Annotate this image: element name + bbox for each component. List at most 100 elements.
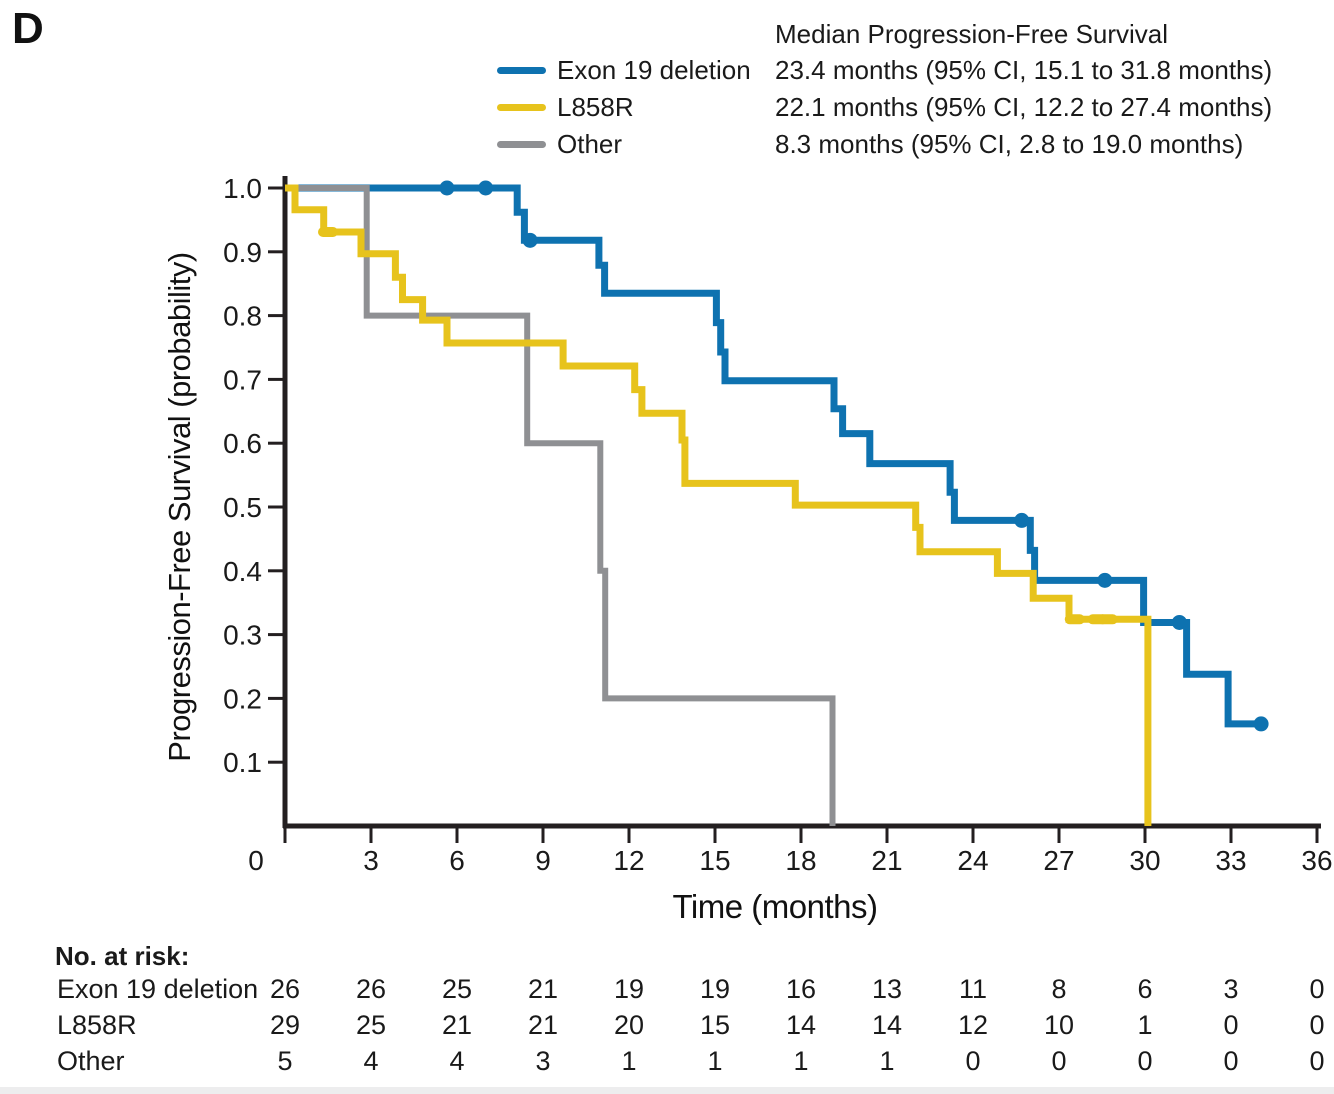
risk-value: 21 xyxy=(527,974,559,1004)
x-tick-label: 6 xyxy=(449,845,465,876)
x-tick-label: 12 xyxy=(613,845,644,876)
x-axis-title: Time (months) xyxy=(673,888,878,925)
y-axis-title: Progression-Free Survival (probability) xyxy=(162,252,197,761)
curve-l858r xyxy=(285,184,1152,826)
risk-value: 10 xyxy=(1043,1010,1075,1040)
legend-swatch-exon19 xyxy=(497,67,546,74)
censor-mark-exon19 xyxy=(478,180,494,196)
risk-value: 6 xyxy=(1137,974,1153,1004)
y-tick-label: 0.2 xyxy=(223,683,262,714)
risk-value: 5 xyxy=(277,1046,293,1076)
legend-item-exon19: Exon 19 deletion xyxy=(497,55,751,85)
risk-value: 1 xyxy=(879,1046,895,1076)
legend-median-header: Median Progression-Free Survival xyxy=(775,19,1169,49)
risk-value: 26 xyxy=(355,974,387,1004)
risk-value: 1 xyxy=(621,1046,637,1076)
risk-value: 14 xyxy=(871,1010,903,1040)
y-tick-label: 0.5 xyxy=(223,492,262,523)
legend-swatch-l858r xyxy=(497,104,546,111)
y-tick-label: 1.0 xyxy=(223,173,262,204)
bottom-strip xyxy=(0,1087,1334,1094)
legend-label: Exon 19 deletion xyxy=(557,55,751,85)
risk-value: 12 xyxy=(957,1010,989,1040)
legend-label: L858R xyxy=(557,92,634,122)
risk-value: 11 xyxy=(958,974,988,1004)
y-tick-label: 0.7 xyxy=(223,364,262,395)
legend-swatch-other xyxy=(497,140,546,148)
censor-mark-exon19 xyxy=(1014,512,1030,528)
risk-value: 0 xyxy=(1051,1046,1067,1076)
risk-value: 25 xyxy=(441,974,473,1004)
censor-marks xyxy=(318,180,1269,732)
censor-mark-exon19 xyxy=(522,232,538,248)
x-tick-label: 36 xyxy=(1301,845,1332,876)
panel-letter: D xyxy=(12,4,44,53)
risk-table-title: No. at risk: xyxy=(55,941,190,971)
x-tick-label: 18 xyxy=(785,845,816,876)
legend-label: Other xyxy=(557,128,623,159)
y-tick-label: 0.8 xyxy=(223,301,262,332)
censor-mark-l858r xyxy=(318,227,338,238)
risk-value: 13 xyxy=(871,974,903,1004)
risk-row-label: Other xyxy=(57,1046,125,1076)
x-tick-label: 33 xyxy=(1215,845,1246,876)
median-value: 22.1 months (95% CI, 12.2 to 27.4 months… xyxy=(775,92,1273,122)
risk-value: 3 xyxy=(535,1046,551,1076)
x-tick-label: 21 xyxy=(871,845,902,876)
y-tick-label: 0.1 xyxy=(223,747,262,778)
legend-item-other: Other xyxy=(497,128,623,159)
x-tick-label: 24 xyxy=(957,845,988,876)
risk-value: 16 xyxy=(785,974,817,1004)
y-tick-label: 0.3 xyxy=(223,620,262,651)
risk-value: 19 xyxy=(613,974,645,1004)
risk-value: 14 xyxy=(785,1010,817,1040)
median-value: 8.3 months (95% CI, 2.8 to 19.0 months) xyxy=(775,128,1244,159)
median-value: 23.4 months (95% CI, 15.1 to 31.8 months… xyxy=(775,55,1273,85)
risk-value: 1 xyxy=(1137,1010,1153,1040)
risk-value: 0 xyxy=(1223,1010,1239,1040)
x-tick-label: 3 xyxy=(363,845,379,876)
risk-value: 8 xyxy=(1051,974,1067,1004)
risk-row-label: L858R xyxy=(57,1010,137,1040)
censor-mark-exon19 xyxy=(1171,614,1187,630)
plot-axes: 0 3 6 9 12 15 18 21 24 27 30 33 361.00.90.80.70.60.5… xyxy=(223,173,1333,876)
risk-row-label: Exon 19 deletion xyxy=(57,974,259,1004)
x-tick-label: 30 xyxy=(1129,845,1160,876)
x-tick-label: 15 xyxy=(699,845,730,876)
y-tick-label: 0.4 xyxy=(223,556,262,587)
risk-value: 21 xyxy=(527,1010,559,1040)
censor-mark-exon19 xyxy=(1253,716,1269,732)
y-tick-label: 0.9 xyxy=(223,237,262,268)
risk-value: 4 xyxy=(449,1046,465,1076)
risk-value: 1 xyxy=(707,1046,723,1076)
risk-value: 20 xyxy=(613,1010,645,1040)
censor-mark-l858r xyxy=(1064,614,1085,625)
x-tick-label: 27 xyxy=(1043,845,1074,876)
curve-other xyxy=(285,185,836,826)
risk-value: 0 xyxy=(965,1046,981,1076)
censor-mark-l858r xyxy=(1097,614,1118,625)
curve-exon19 xyxy=(285,184,1263,728)
risk-value: 4 xyxy=(363,1046,379,1076)
risk-value: 0 xyxy=(1137,1046,1153,1076)
x-tick-label: 0 xyxy=(248,845,264,876)
risk-value: 26 xyxy=(269,974,301,1004)
censor-mark-exon19 xyxy=(1097,572,1113,588)
y-tick-label: 0.6 xyxy=(223,428,262,459)
survival-curves xyxy=(285,184,1263,826)
risk-value: 21 xyxy=(441,1010,473,1040)
x-tick-label: 9 xyxy=(535,845,551,876)
risk-value: 0 xyxy=(1309,1010,1325,1040)
risk-value: 0 xyxy=(1309,974,1325,1004)
risk-value: 19 xyxy=(699,974,731,1004)
censor-mark-exon19 xyxy=(439,180,455,196)
legend-item-l858r: L858R xyxy=(497,92,634,122)
risk-value: 29 xyxy=(269,1010,301,1040)
risk-value: 3 xyxy=(1223,974,1239,1004)
risk-value: 0 xyxy=(1309,1046,1325,1076)
risk-value: 25 xyxy=(355,1010,387,1040)
risk-value: 1 xyxy=(793,1046,809,1076)
risk-value: 0 xyxy=(1223,1046,1239,1076)
